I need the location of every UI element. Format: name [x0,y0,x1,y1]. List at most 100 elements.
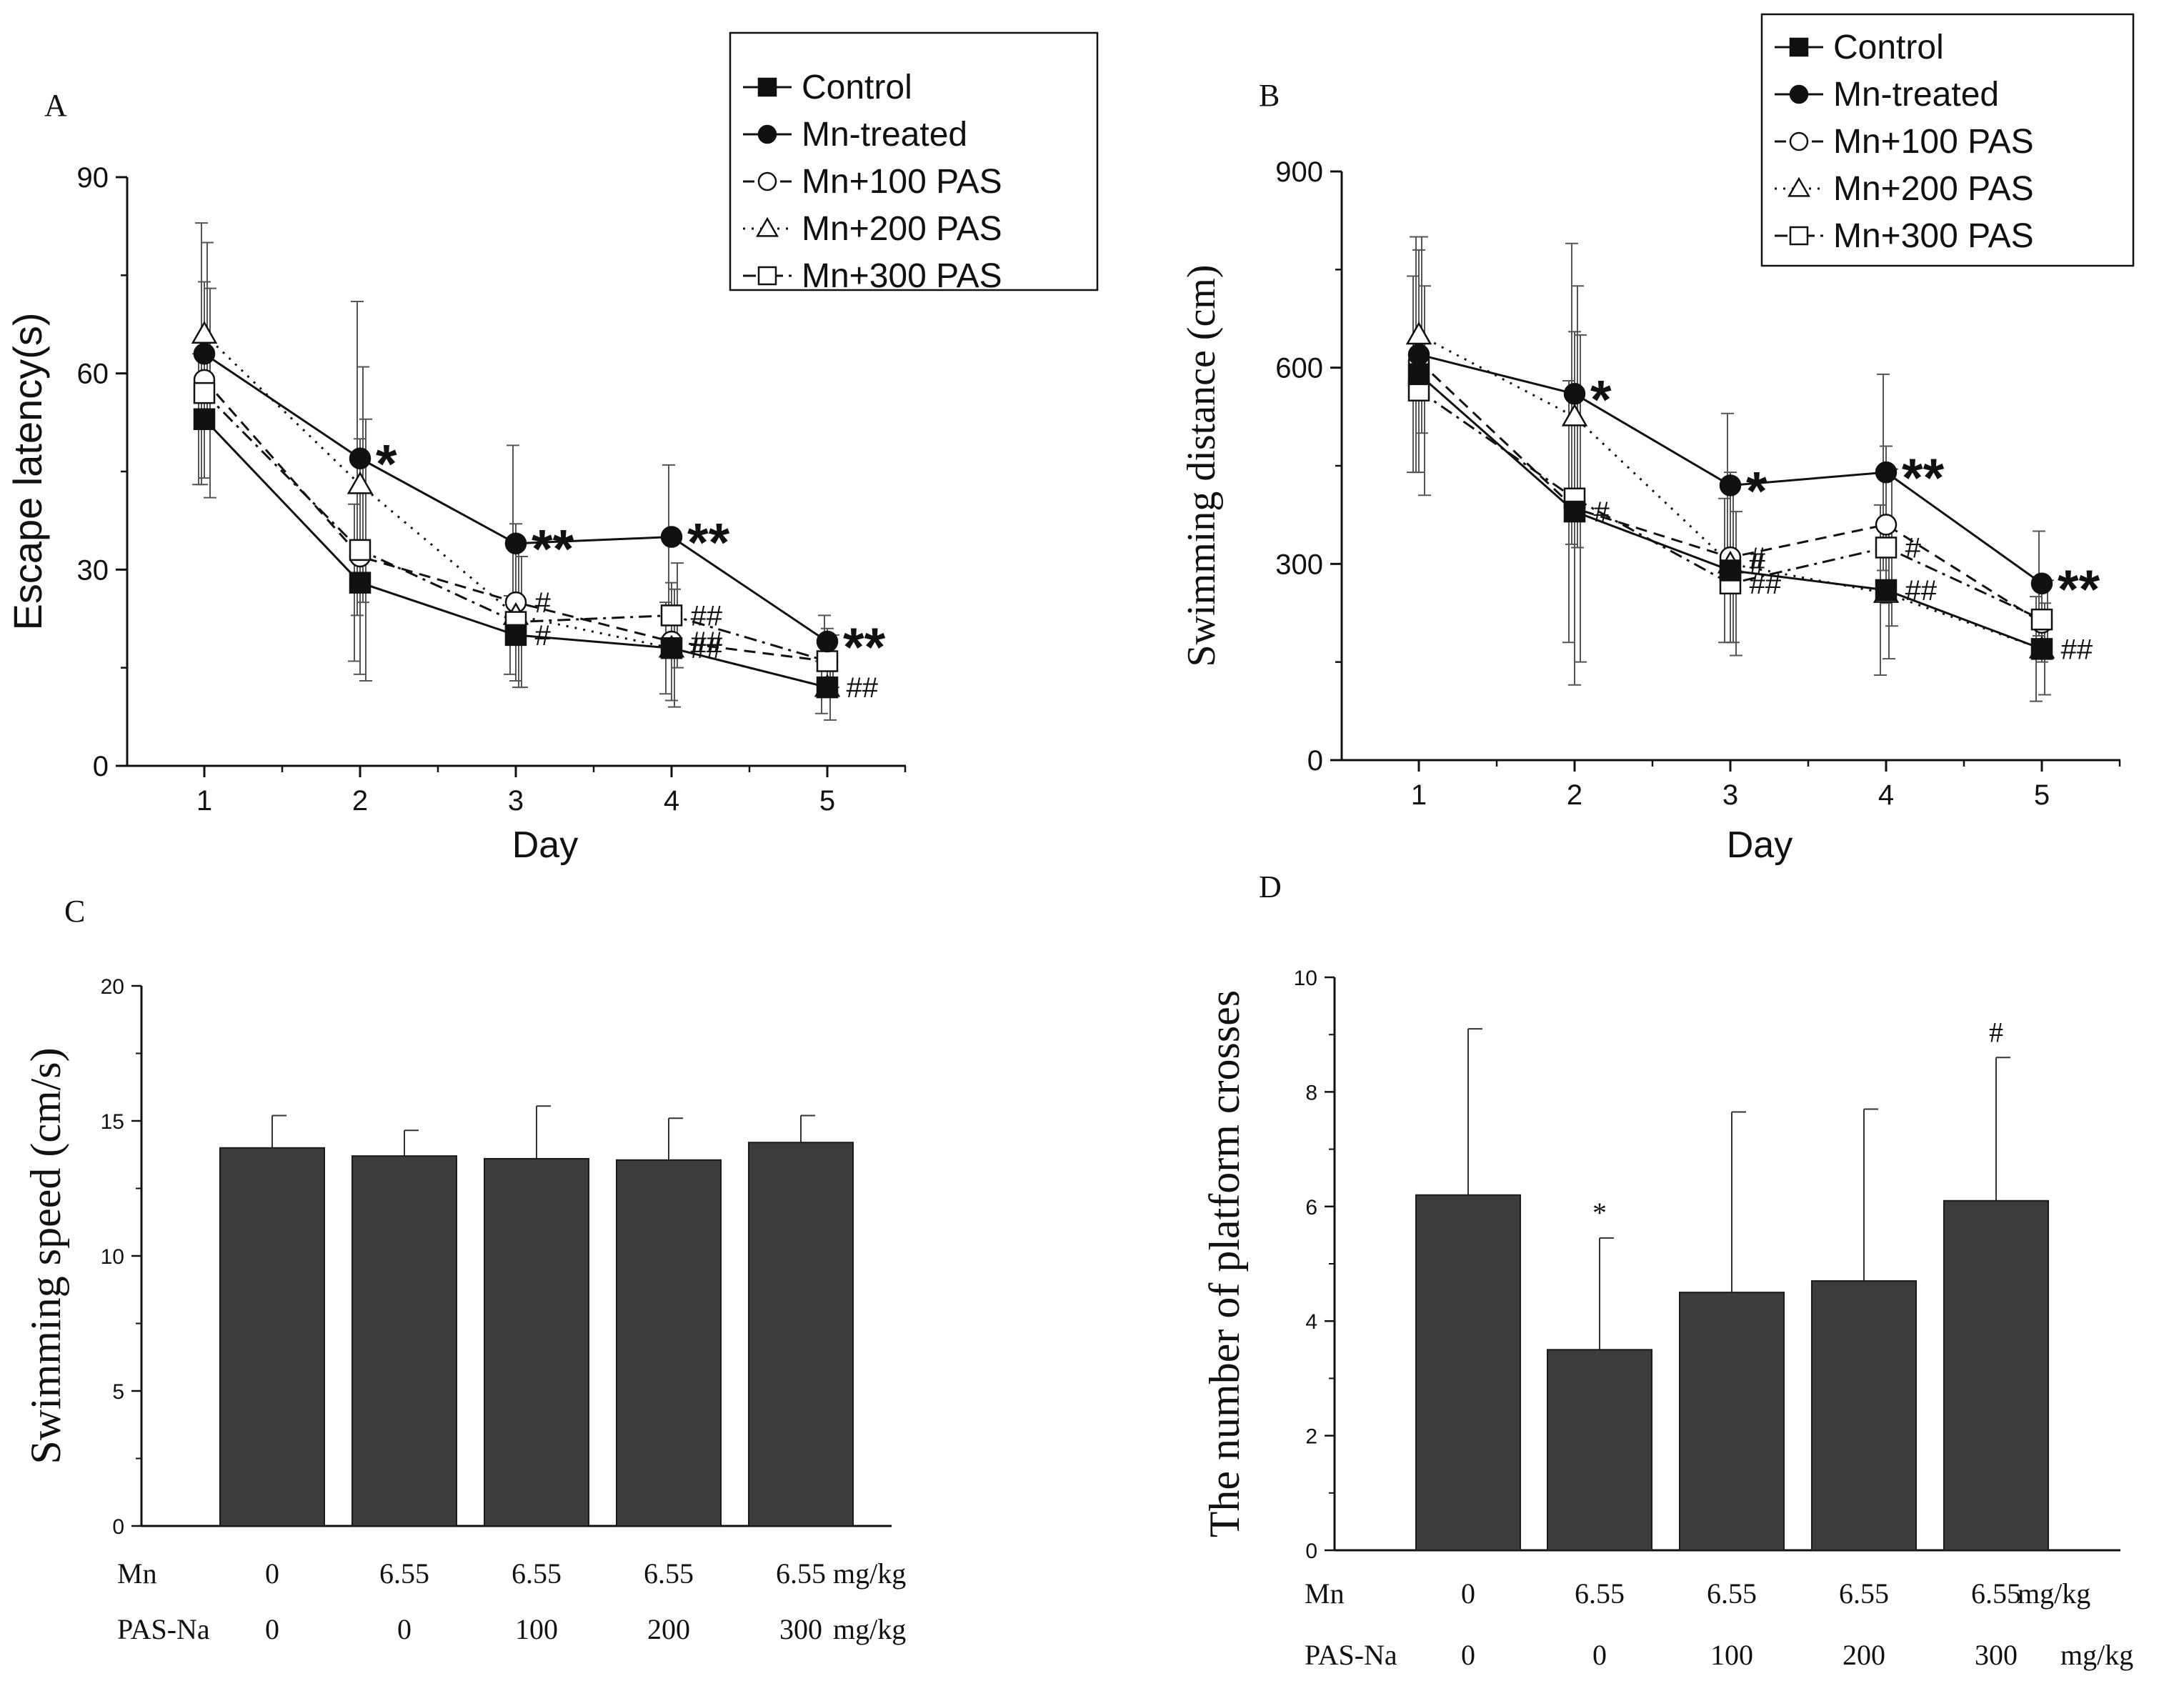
panel-c-table-cell: 6.55 [776,1557,826,1590]
panel-d-table-row-label: Mn [1305,1577,1345,1610]
panel-a-significance-mark: ## [690,600,722,632]
panel-c-y-axis-label: Swimming speed (cm/s) [22,1047,69,1464]
panel-b-point-1 [1407,344,1430,366]
panel-c-table-cell: 6.55 [379,1557,429,1590]
panel-b-legend-label: Mn+200 PAS [1833,170,2034,208]
panel-b-significance-mark: ## [1905,575,1937,607]
panel-d-letter: D [1259,869,1282,904]
panel-b-x-tick-label: 2 [1567,779,1582,811]
panel-a-x-axis-label: Day [512,824,578,866]
panel-c-table-row-label: PAS-Na [117,1613,210,1645]
panel-a-significance-mark: ** [687,513,730,574]
panel-a-point-3 [191,321,218,344]
panel-b-legend-swatch-marker [1789,226,1809,246]
panel-b-significance-mark: # [1905,532,1921,564]
panel-d-table-cell: 200 [1843,1639,1885,1671]
panel-b-y-axis-label: Swimming distance (cm) [1180,264,1224,667]
panel-a-point-1 [816,630,839,653]
panel-a-point-0 [349,572,372,594]
panel-c-table-cell: 0 [397,1613,412,1645]
panel-a-point-4 [816,650,839,672]
panel-b-legend-label: Mn+100 PAS [1833,123,2034,161]
panel-a-y-axis-label: Escape latency(s) [5,312,50,630]
panel-b-legend-box [1760,13,2135,267]
panel-c-bar-1 [351,1155,457,1527]
panel-d-table-cell: 6.55 [1575,1577,1625,1610]
panel-c-table-cell: 6.55 [512,1557,562,1590]
panel-c-table-cell: 300 [779,1613,822,1645]
panel-a-legend-label: Control [802,69,912,106]
panel-b-legend-swatch-marker [1787,176,1810,197]
panel-d-table-cell: 100 [1710,1639,1753,1671]
panel-d-bar-0 [1415,1194,1521,1551]
panel-a-y-tick-label: 0 [93,751,109,782]
panel-a-point-4 [349,539,372,562]
panel-a-x-tick-label: 2 [352,785,368,817]
panel-a-legend-label: Mn+100 PAS [802,163,1002,201]
panel-d-table-unit: mg/kg [2018,1577,2090,1610]
panel-b-significance-mark: * [1590,369,1612,430]
panel-c-table-cell: 0 [265,1557,279,1590]
panel-d-bar-2 [1679,1292,1785,1551]
panel-b-significance-mark: ** [2058,559,2100,620]
panel-a-point-0 [816,676,839,699]
panel-b-legend-label: Control [1833,29,1944,66]
panel-b-legend-label: Mn+300 PAS [1833,217,2034,255]
panel-b-point-3 [1405,321,1432,345]
panel-a-legend-swatch-marker [757,77,777,97]
panel-c-table-unit: mg/kg [833,1613,906,1645]
panel-d-significance-mark: * [1592,1197,1607,1229]
panel-b-point-3 [1561,403,1588,427]
panel-a-point-4 [193,381,216,404]
panel-c-bar-4 [748,1142,854,1527]
panel-a-point-4 [660,604,683,627]
panel-b-point-0 [1407,363,1430,386]
panel-d-significance-mark: # [1989,1016,2003,1048]
panel-a-y-tick-label: 90 [77,162,109,194]
panel-b-x-tick-label: 3 [1722,779,1738,811]
panel-c-bar-2 [484,1157,589,1527]
panel-a-significance-mark: ## [690,627,722,658]
panel-a-point-3 [346,471,374,494]
panel-a-y-tick-label: 30 [77,554,109,586]
panel-a-x-tick-label: 3 [508,785,524,817]
panel-b-point-4 [2030,608,2053,631]
panel-c-y-tick-label: 0 [112,1515,124,1539]
panel-a-significance-mark: ** [843,617,886,678]
panel-c-y-tick-label: 5 [112,1380,124,1404]
panel-c-y-tick-label: 10 [101,1245,124,1269]
panel-a-letter: A [44,88,67,123]
panel-b-x-axis-label: Day [1727,824,1792,866]
panel-c-bar-3 [616,1159,722,1527]
panel-b-point-1 [2030,572,2053,595]
panel-b-point-4 [1875,537,1898,559]
panel-a-significance-mark: # [534,620,551,652]
panel-d-y-axis-label: The number of platform crosses [1201,990,1248,1537]
panel-b-legend-swatch-marker [1789,84,1809,104]
panel-b-significance-mark: ** [1902,448,1945,509]
panel-d-table-cell: 0 [1461,1639,1475,1671]
panel-b-point-0 [2030,638,2053,660]
panel-b-significance-mark: # [1749,542,1765,574]
panel-a-significance-mark: # [534,587,551,619]
panel-d-table-cell: 0 [1461,1577,1475,1610]
panel-a-significance-mark: ** [532,519,574,580]
panel-a-legend-swatch-marker [757,266,777,286]
panel-a-significance-mark: ## [846,672,878,704]
panel-c-letter: C [64,894,85,929]
panel-a-point-1 [349,447,372,469]
panel-b-y-tick-label: 0 [1307,745,1323,777]
panel-c-table-unit: mg/kg [833,1557,906,1590]
panel-a-legend-swatch-marker [756,216,779,237]
panel-c-table-cell: 100 [515,1613,558,1645]
panel-a-legend-label: Mn+200 PAS [802,210,1002,248]
panel-b-point-1 [1563,383,1586,405]
panel-c-y-tick-label: 20 [101,975,124,999]
panel-d-bar-4 [1943,1199,2049,1552]
panel-c-table-cell: 6.55 [644,1557,694,1590]
panel-b-point-1 [1875,461,1898,484]
panel-b-point-0 [1875,579,1898,602]
panel-d-table-cell: 6.55 [1971,1577,2021,1610]
panel-a-point-1 [193,342,216,365]
panel-b-significance-mark: ## [2060,634,2093,665]
